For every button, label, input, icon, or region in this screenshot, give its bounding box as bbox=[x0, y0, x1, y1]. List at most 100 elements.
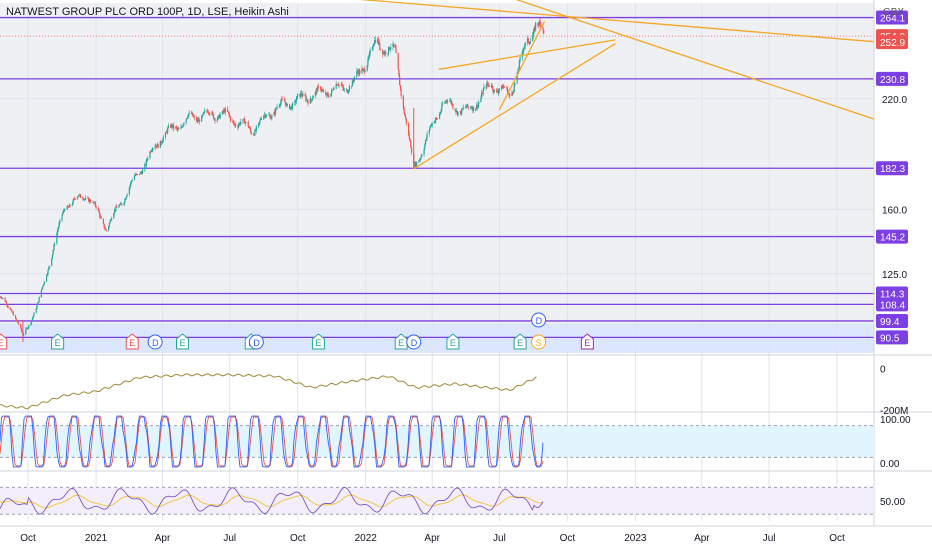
candle-body bbox=[492, 90, 495, 93]
candle-body bbox=[242, 119, 244, 122]
candle-body bbox=[389, 48, 391, 50]
candle-body bbox=[25, 328, 27, 335]
candle-body bbox=[346, 89, 348, 93]
candle-body bbox=[436, 118, 438, 120]
candle-body bbox=[229, 116, 232, 121]
event-markers: EEEDEEDEEDEESDE bbox=[0, 312, 594, 350]
candle-body bbox=[464, 107, 467, 108]
candle-body bbox=[118, 205, 120, 208]
candle-body bbox=[461, 108, 464, 110]
time-tick-label: Jul bbox=[493, 533, 506, 544]
level-label: 230.8 bbox=[880, 75, 905, 86]
candle-body bbox=[218, 115, 220, 117]
candle-body bbox=[141, 172, 143, 174]
candle-body bbox=[393, 43, 395, 46]
candle-body bbox=[522, 50, 524, 52]
candle-body bbox=[253, 134, 255, 136]
trendline bbox=[413, 42, 616, 170]
candle-body bbox=[131, 180, 133, 181]
candle-body bbox=[240, 121, 242, 124]
candle-body bbox=[237, 126, 239, 128]
price-pane[interactable] bbox=[0, 3, 874, 353]
candle-body bbox=[255, 130, 257, 131]
candle-body bbox=[540, 22, 542, 28]
candle-body bbox=[387, 53, 389, 55]
candle-body bbox=[345, 89, 348, 91]
stoch-tick-label: 0.00 bbox=[880, 459, 900, 470]
candle-body bbox=[379, 42, 381, 50]
candle-body bbox=[529, 43, 531, 44]
candle-body bbox=[421, 154, 423, 157]
candle-body bbox=[218, 115, 221, 119]
candle-body bbox=[275, 108, 277, 110]
candle-body bbox=[247, 122, 249, 127]
candle-body bbox=[354, 76, 356, 80]
symbol-title: NATWEST GROUP PLC ORD 100P, 1D, LSE, Hei… bbox=[6, 6, 289, 18]
candle-body bbox=[125, 196, 127, 199]
candle-body bbox=[317, 86, 319, 92]
level-label-bg bbox=[876, 330, 908, 345]
candle-body bbox=[57, 229, 59, 234]
candle-body bbox=[48, 265, 51, 268]
candle-body bbox=[459, 111, 461, 113]
candle-body bbox=[461, 108, 463, 114]
candle-body bbox=[306, 99, 308, 102]
event-marker-label: E bbox=[584, 338, 590, 348]
event-marker-label: E bbox=[450, 338, 456, 348]
candle-body bbox=[426, 133, 428, 139]
horizontal-levels bbox=[0, 16, 874, 338]
candle-body bbox=[69, 204, 71, 206]
candle-body bbox=[516, 72, 518, 83]
candle-body bbox=[291, 103, 294, 109]
candle-body bbox=[399, 76, 401, 86]
candle-body bbox=[537, 22, 539, 25]
candle-body bbox=[430, 124, 432, 127]
candle-body bbox=[233, 122, 235, 125]
rsi-line bbox=[0, 487, 544, 515]
candle-body bbox=[268, 114, 270, 116]
candle-body bbox=[269, 115, 272, 120]
candle-body bbox=[67, 205, 69, 208]
candle-body bbox=[31, 319, 33, 323]
volume-tick-label: -200M bbox=[880, 406, 908, 417]
candle-body bbox=[363, 68, 365, 73]
candle-body bbox=[480, 97, 482, 103]
candle-body bbox=[105, 229, 107, 231]
level-label: 264.1 bbox=[880, 14, 905, 25]
candle-body bbox=[524, 42, 526, 46]
volume-tick-label: 0 bbox=[880, 365, 886, 376]
candle-body bbox=[188, 112, 190, 115]
candle-body bbox=[441, 104, 443, 111]
candle-body bbox=[311, 98, 314, 101]
candle-body bbox=[64, 209, 66, 211]
candle-body bbox=[289, 104, 291, 110]
earnings-marker bbox=[394, 333, 408, 350]
candle-body bbox=[513, 85, 515, 92]
candle-body bbox=[28, 325, 30, 328]
candle-body bbox=[367, 58, 369, 66]
candle-body bbox=[397, 53, 399, 70]
candle-body bbox=[372, 46, 374, 49]
candle-body bbox=[503, 86, 505, 88]
candle-body bbox=[196, 119, 198, 121]
candle-body bbox=[157, 144, 159, 148]
candle-body bbox=[446, 100, 448, 102]
candle-body bbox=[481, 93, 484, 95]
candle-body bbox=[243, 118, 246, 124]
candle-body bbox=[358, 70, 360, 74]
candle-body bbox=[495, 89, 498, 91]
candle-body bbox=[410, 147, 413, 153]
candle-body bbox=[192, 112, 194, 117]
candle-body bbox=[320, 86, 322, 91]
candle-body bbox=[294, 101, 297, 103]
candle-body bbox=[509, 94, 511, 96]
time-tick-label: Apr bbox=[694, 533, 710, 544]
candle-body bbox=[390, 47, 392, 49]
earnings-marker bbox=[51, 333, 65, 350]
candle-body bbox=[154, 145, 156, 149]
candle-body bbox=[170, 125, 172, 128]
candle-body bbox=[139, 172, 141, 175]
candle-body bbox=[130, 182, 132, 186]
candle-body bbox=[61, 214, 63, 221]
